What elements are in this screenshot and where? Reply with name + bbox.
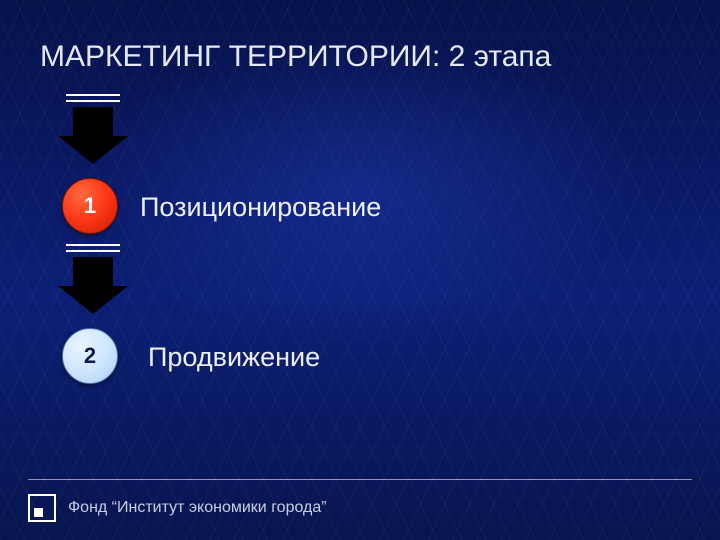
stage-1-number: 1 — [84, 193, 96, 219]
footer: Фонд “Институт экономики города” — [28, 494, 327, 522]
stage-2-number-badge: 2 — [62, 328, 118, 384]
footer-text: Фонд “Институт экономики города” — [68, 499, 327, 517]
stage-1-number-badge: 1 — [62, 178, 118, 234]
stage-2-label: Продвижение — [148, 342, 320, 373]
stage-1-label: Позиционирование — [140, 192, 381, 223]
down-arrow-icon — [58, 92, 128, 164]
footer-logo-icon — [28, 494, 56, 522]
slide-title: МАРКЕТИНГ ТЕРРИТОРИИ: 2 этапа — [40, 38, 680, 76]
slide: МАРКЕТИНГ ТЕРРИТОРИИ: 2 этапа 1 Позицион… — [0, 0, 720, 540]
down-arrow-icon — [58, 242, 128, 314]
footer-divider — [28, 479, 692, 480]
stage-2-number: 2 — [84, 343, 96, 369]
